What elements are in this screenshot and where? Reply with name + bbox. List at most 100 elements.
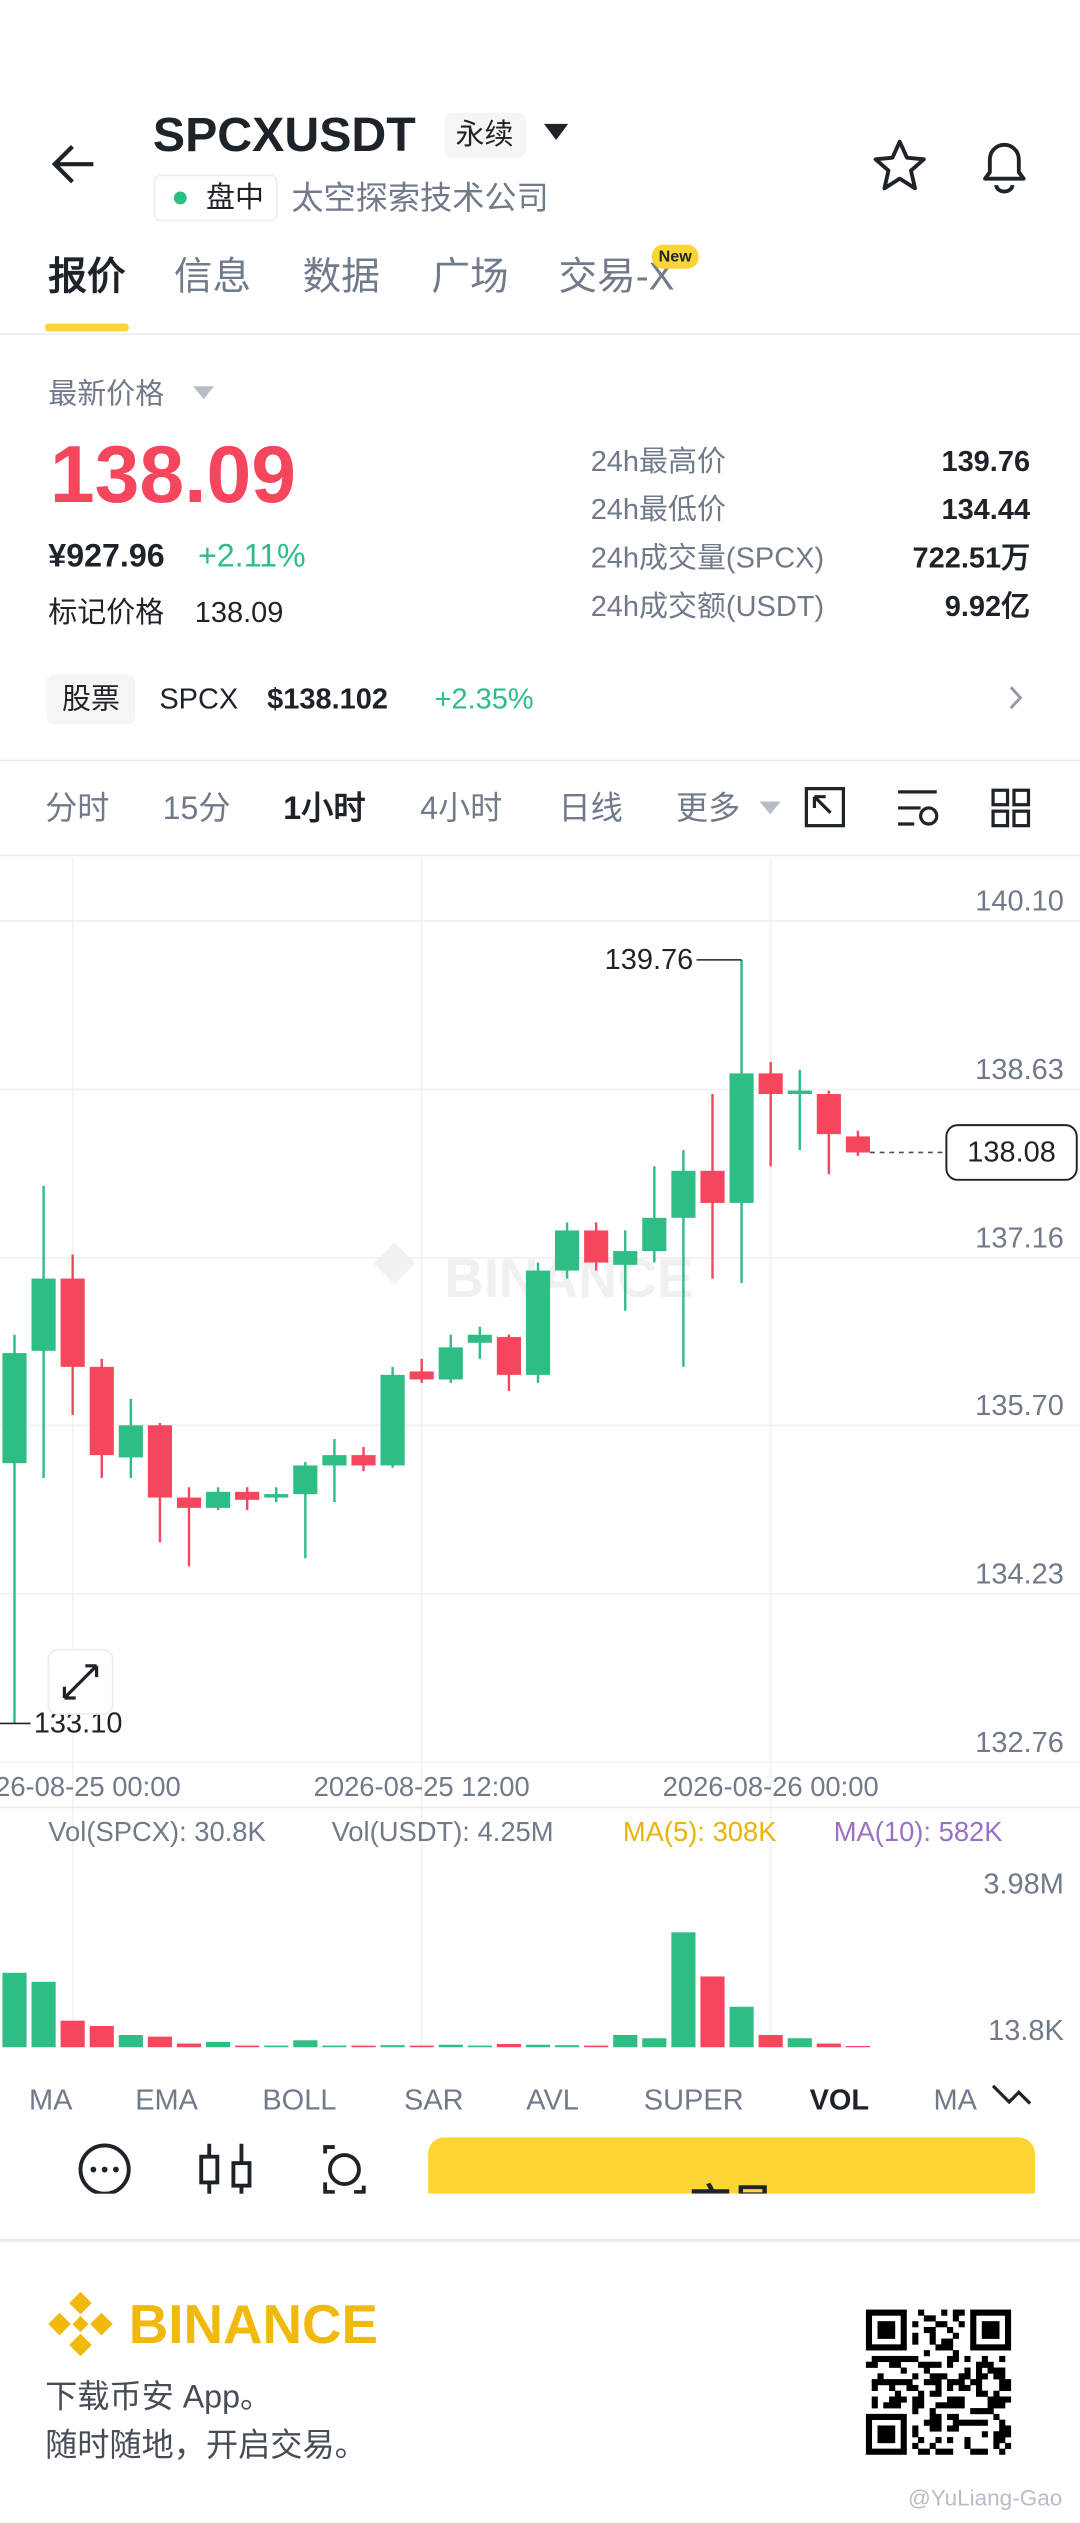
qr-module (894, 2402, 902, 2409)
divider (0, 333, 1080, 335)
interval[interactable]: 日线 (559, 790, 623, 826)
candle-body (613, 1251, 638, 1265)
qr-module (947, 2396, 954, 2403)
qr-module (894, 2355, 902, 2363)
indicator[interactable]: SUPER (644, 2084, 744, 2116)
qr-module (900, 2396, 907, 2403)
qr-module (964, 2384, 971, 2392)
depth-toggle[interactable] (804, 787, 845, 828)
qr-module (958, 2396, 965, 2403)
qr-module (993, 2431, 1000, 2438)
candle-body (438, 1347, 463, 1380)
interval[interactable]: 分时 (45, 790, 109, 826)
qr-module (871, 2448, 878, 2455)
qr-module (889, 2384, 896, 2392)
indicator[interactable]: EMA (135, 2084, 198, 2116)
strategy-button[interactable] (199, 2143, 252, 2199)
tab-indicator (45, 323, 129, 332)
chevron (1009, 686, 1023, 710)
qr-module (900, 2355, 907, 2363)
qr-module (947, 2355, 954, 2363)
qr-module (952, 2425, 959, 2432)
qr-module (993, 2413, 1000, 2420)
alert-button[interactable] (983, 142, 1026, 194)
qr-module (993, 2321, 1000, 2328)
bot-button[interactable] (323, 2145, 366, 2195)
qr-module (970, 2326, 977, 2334)
favorite-button[interactable] (873, 139, 926, 191)
qr-module (889, 2437, 896, 2444)
more-dropdown[interactable] (759, 801, 781, 815)
qr-module (987, 2326, 994, 2334)
indicator[interactable]: MA (29, 2084, 73, 2116)
qr-module (993, 2309, 1000, 2316)
qr-module (923, 2326, 930, 2334)
qr-module (999, 2379, 1006, 2386)
chat-dot (90, 2166, 97, 2173)
mark-price-label: 标记价格 (48, 597, 164, 629)
qr-module (935, 2413, 942, 2420)
indicator[interactable]: AVL (526, 2084, 579, 2116)
qr-module (877, 2321, 884, 2328)
indicator-settings[interactable] (991, 2084, 1032, 2105)
qr-module (883, 2448, 890, 2455)
indicator[interactable]: BOLL (262, 2084, 336, 2116)
qr-module (865, 2321, 873, 2328)
qr-module (889, 2355, 896, 2363)
interval[interactable]: 更多 (676, 790, 740, 826)
candle-body (2, 1353, 27, 1464)
tab[interactable]: 信息 (174, 255, 251, 298)
qr-module (918, 2448, 925, 2455)
qr-module (889, 2332, 896, 2339)
qr-module (877, 2431, 884, 2438)
fullscreen-button[interactable] (47, 1648, 114, 1715)
price-dropdown[interactable] (193, 386, 215, 400)
indicator[interactable]: MA (934, 2084, 978, 2116)
chat-dot (101, 2166, 108, 2173)
qr-module (900, 2321, 907, 2328)
tab[interactable]: 报价 (48, 255, 126, 298)
candle-body (89, 1366, 114, 1456)
volume-legend: Vol(SPCX): 30.8K (48, 1816, 265, 1847)
indicator[interactable]: VOL (810, 2084, 870, 2116)
trade-button[interactable]: 交易 (428, 2137, 1035, 2237)
qr-module (987, 2367, 994, 2374)
icon-frame (804, 787, 845, 828)
candle-body (235, 1491, 260, 1500)
qr-module (947, 2425, 954, 2432)
candle-body (60, 1278, 85, 1367)
stock-symbol: SPCX (159, 683, 238, 715)
layout-toggle[interactable] (991, 788, 1031, 828)
qr-module (883, 2321, 890, 2328)
back-button[interactable] (51, 144, 94, 184)
interval[interactable]: 15分 (163, 790, 231, 826)
qr-module (877, 2425, 884, 2432)
indicator[interactable]: SAR (404, 2084, 464, 2116)
qr-module (981, 2361, 988, 2368)
qr-module (1004, 2431, 1012, 2438)
stock-row[interactable]: 股票 SPCX $138.102 +2.35% (46, 674, 1023, 725)
volume-bar (60, 2020, 85, 2048)
tab[interactable]: 数据 (303, 255, 380, 298)
last-price: 138.09 (50, 430, 296, 520)
settings-toggle[interactable] (898, 790, 939, 826)
interval[interactable]: 4小时 (420, 790, 502, 826)
qr-module (877, 2448, 884, 2455)
qr-module (900, 2309, 907, 2316)
qr-module (952, 2355, 959, 2363)
tab[interactable]: 广场 (431, 255, 508, 298)
qr-module (1004, 2442, 1012, 2449)
x-tick-label: 2026-08-25 00:00 (0, 1771, 181, 1802)
qr-module (958, 2379, 965, 2386)
qr-module (871, 2413, 878, 2420)
qr-module (883, 2326, 890, 2334)
candle-body (380, 1374, 405, 1466)
symbol-dropdown[interactable] (544, 123, 569, 141)
qr-module (865, 2431, 873, 2438)
qr-module (976, 2309, 983, 2316)
qr-module (877, 2344, 884, 2351)
interval[interactable]: 1小时 (283, 790, 365, 826)
qr-module (935, 2379, 942, 2386)
contract-type: 永续 (455, 119, 513, 151)
volume-bar (642, 2038, 667, 2048)
